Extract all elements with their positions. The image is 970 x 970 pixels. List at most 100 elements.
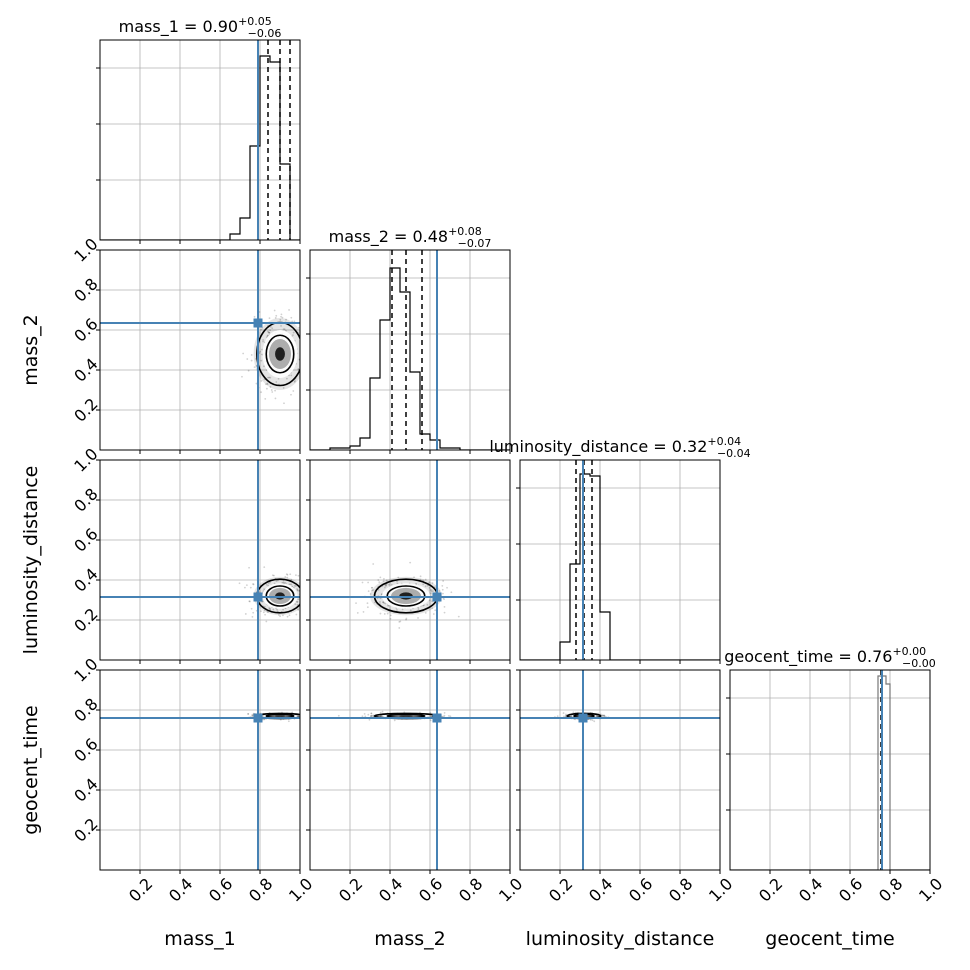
scatter-point	[245, 584, 248, 587]
scatter-point	[447, 714, 450, 717]
scatter-point	[255, 382, 258, 385]
scatter-point	[264, 397, 267, 400]
scatter-point	[290, 578, 293, 581]
scatter-point	[385, 583, 388, 586]
scatter-point	[383, 613, 386, 615]
scatter-point	[283, 582, 286, 584]
scatter-point	[409, 609, 412, 612]
scatter-point	[397, 576, 400, 579]
scatter-point	[282, 581, 285, 584]
data-layer	[100, 40, 930, 870]
scatter-point	[268, 317, 271, 320]
scatter-point	[426, 584, 429, 587]
panel-content	[310, 670, 510, 870]
scatter-point	[300, 592, 302, 594]
scatter-point	[291, 320, 294, 323]
scatter-point	[603, 714, 606, 717]
scatter-point	[378, 581, 381, 584]
scatter-point	[297, 574, 300, 577]
title-main: mass_2 = 0.48	[329, 227, 448, 247]
scatter-point	[450, 591, 453, 594]
scatter-point	[242, 352, 245, 355]
scatter-point	[589, 718, 592, 721]
scatter-point	[432, 590, 434, 593]
scatter-point	[377, 588, 380, 591]
scatter-point	[290, 374, 293, 377]
scatter-point	[429, 589, 432, 591]
panel-content	[310, 250, 510, 450]
y-tick-label: 0.8	[70, 274, 101, 305]
scatter-point	[593, 720, 596, 723]
scatter-point	[371, 586, 374, 589]
scatter-point	[285, 377, 288, 380]
panel-content	[100, 250, 315, 450]
scatter-point	[293, 380, 296, 383]
histogram-step	[520, 473, 720, 660]
x-tick-label: 0.6	[205, 874, 236, 905]
y-tick-label: 0.6	[70, 734, 101, 765]
scatter-point	[385, 579, 388, 582]
x-tick-label: 1.0	[495, 874, 526, 905]
scatter-point	[306, 713, 308, 715]
scatter-point	[443, 712, 446, 714]
scatter-point	[361, 715, 364, 718]
scatter-point	[260, 359, 263, 362]
scatter-point	[251, 714, 254, 717]
scatter-point	[284, 575, 287, 578]
scatter-point	[246, 358, 249, 360]
y-tick-label: 0.2	[70, 394, 101, 425]
scatter-point	[395, 609, 398, 611]
scatter-point	[262, 718, 265, 721]
panel-title: geocent_time = 0.76+0.00 −0.00	[724, 645, 935, 670]
panel-content	[100, 670, 308, 870]
scatter-point	[285, 318, 287, 321]
scatter-point	[383, 586, 386, 589]
scatter-point	[313, 371, 315, 373]
scatter-point	[355, 602, 357, 605]
y-tick-label: 0.8	[70, 694, 101, 725]
frames-layer	[96, 39, 931, 874]
scatter-point	[262, 338, 264, 341]
scatter-point	[379, 601, 381, 603]
scatter-point	[603, 715, 606, 717]
scatter-point	[428, 581, 431, 584]
scatter-point	[284, 582, 287, 584]
title-plus: +0.00	[892, 645, 926, 658]
scatter-point	[307, 593, 309, 595]
title-minus: −0.07	[458, 237, 492, 250]
truth-marker	[578, 713, 588, 723]
scatter-point	[385, 584, 388, 587]
panel-frame	[99, 669, 301, 871]
scatter-point	[262, 340, 264, 343]
scatter-point	[269, 581, 271, 584]
scatter-point	[424, 611, 427, 614]
scatter-point	[302, 607, 304, 609]
scatter-point	[270, 389, 273, 391]
scatter-point	[297, 608, 300, 611]
scatter-point	[372, 563, 375, 565]
scatter-point	[442, 592, 444, 595]
scatter-point	[565, 715, 567, 718]
scatter-point	[289, 583, 292, 586]
scatter-point	[405, 618, 407, 621]
scatter-point	[384, 602, 387, 605]
x-tick-label: 0.6	[625, 874, 656, 905]
contour-inner	[265, 334, 295, 374]
panel-content	[100, 460, 309, 660]
y-tick-label: 0.6	[70, 524, 101, 555]
title-minus: −0.06	[248, 27, 282, 40]
panel-content	[310, 460, 510, 660]
x-axis-label: luminosity_distance	[526, 928, 715, 950]
scatter-point	[280, 313, 283, 316]
scatter-point	[251, 714, 253, 717]
scatter-point	[268, 376, 271, 379]
scatter-point	[383, 602, 385, 604]
scatter-point	[368, 718, 371, 721]
scatter-point	[401, 608, 404, 611]
scatter-point	[260, 610, 262, 613]
scatter-point	[370, 715, 373, 717]
scatter-point	[379, 576, 382, 579]
scatter-point	[271, 391, 274, 393]
x-tick-label: 0.2	[125, 874, 156, 905]
scatter-point	[434, 609, 437, 612]
